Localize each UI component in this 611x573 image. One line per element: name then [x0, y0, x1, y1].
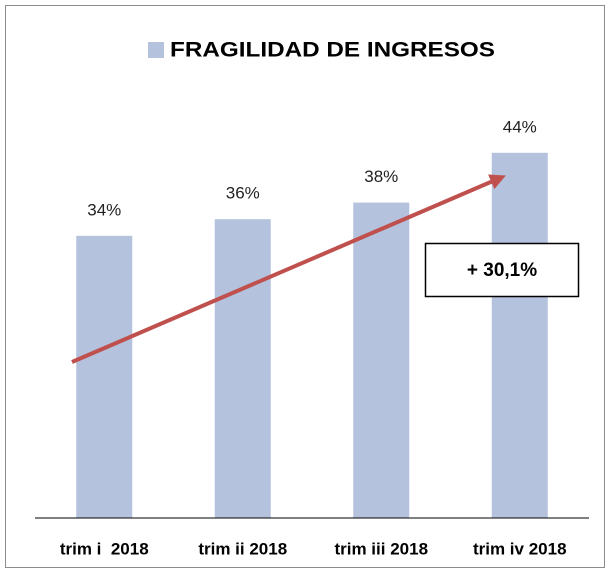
x-tick-label: trim iii 2018 [334, 539, 428, 558]
legend-label: FRAGILIDAD DE INGRESOS [170, 39, 495, 62]
annotation-box [424, 242, 580, 298]
annotation: + 30,1% [467, 260, 537, 281]
trend-arrow [71, 174, 506, 364]
x-tick-label: trim iv 2018 [473, 539, 567, 558]
value-label: 36% [226, 184, 260, 203]
x-tick-label: trim ii 2018 [198, 539, 287, 558]
value-label: 34% [87, 200, 121, 219]
value-label: 44% [503, 117, 537, 136]
bar [76, 235, 133, 519]
bar [491, 152, 548, 519]
x-tick-label: trim i 2018 [60, 539, 149, 558]
value-label: 38% [364, 167, 398, 186]
legend-swatch [148, 42, 164, 58]
bar [353, 202, 410, 518]
bar [214, 219, 271, 518]
